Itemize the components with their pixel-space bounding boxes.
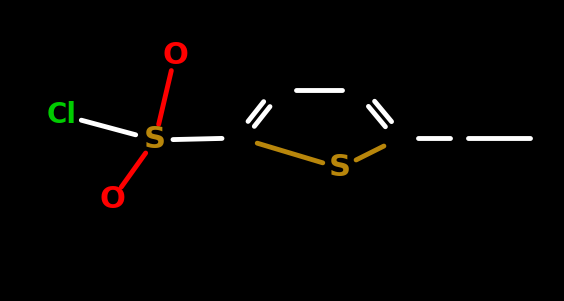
- Text: Cl: Cl: [47, 101, 77, 129]
- Text: O: O: [162, 41, 188, 70]
- Text: O: O: [99, 185, 125, 215]
- Text: S: S: [329, 154, 351, 182]
- Text: S: S: [144, 126, 166, 154]
